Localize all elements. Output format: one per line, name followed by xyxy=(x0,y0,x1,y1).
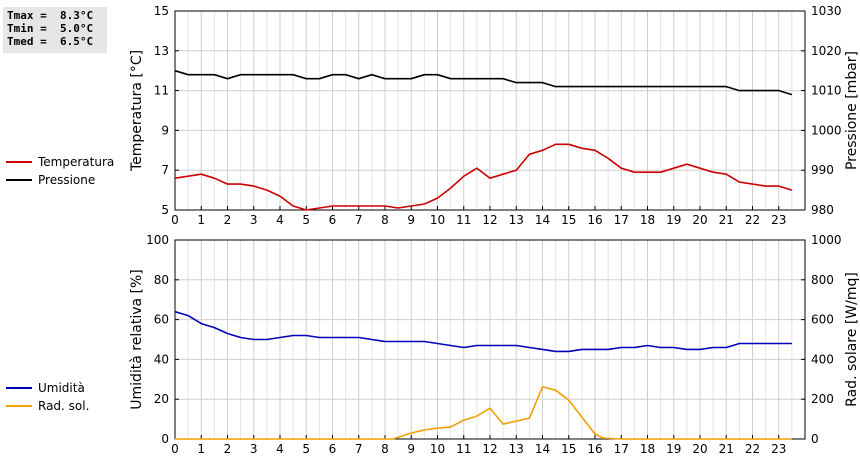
x-tick-label: 12 xyxy=(482,442,497,456)
y-tick-label: 5 xyxy=(161,203,169,217)
y2-tick-label: 1000 xyxy=(811,233,842,247)
x-tick-label: 14 xyxy=(535,213,550,227)
x-tick-label: 22 xyxy=(745,442,760,456)
y2-tick-label: 200 xyxy=(811,392,834,406)
legend-swatch-rad-sol xyxy=(6,405,32,407)
legend-swatch-temperatura xyxy=(6,161,32,163)
x-tick-label: 13 xyxy=(509,442,524,456)
y-tick-label: 7 xyxy=(161,163,169,177)
x-tick-label: 6 xyxy=(329,213,337,227)
x-tick-label: 13 xyxy=(509,213,524,227)
x-tick-label: 2 xyxy=(224,442,232,456)
x-tick-label: 1 xyxy=(197,442,205,456)
x-tick-label: 2 xyxy=(224,213,232,227)
x-tick-label: 4 xyxy=(276,442,284,456)
x-tick-label: 9 xyxy=(407,213,415,227)
x-tick-label: 16 xyxy=(587,213,602,227)
y2-tick-label: 1010 xyxy=(811,84,842,98)
y2-tick-label: 0 xyxy=(811,432,819,446)
x-tick-label: 9 xyxy=(407,442,415,456)
x-tick-label: 18 xyxy=(640,442,655,456)
y-tick-label: 15 xyxy=(154,4,169,18)
y-tick-label: 80 xyxy=(154,273,169,287)
x-tick-label: 0 xyxy=(171,213,179,227)
x-tick-label: 19 xyxy=(666,442,681,456)
x-tick-label: 22 xyxy=(745,213,760,227)
y2-tick-label: 980 xyxy=(811,203,834,217)
x-tick-label: 20 xyxy=(692,442,707,456)
x-tick-label: 21 xyxy=(719,442,734,456)
y2-tick-label: 600 xyxy=(811,313,834,327)
tmin-text: Tmin = 5.0°C xyxy=(7,22,94,35)
x-tick-label: 11 xyxy=(456,213,471,227)
series-line-rad-sol- xyxy=(175,386,792,440)
y-tick-label: 11 xyxy=(154,84,169,98)
x-tick-label: 8 xyxy=(381,442,389,456)
y-tick-label: 60 xyxy=(154,313,169,327)
legend-top: Temperatura Pressione xyxy=(6,153,114,189)
x-tick-label: 23 xyxy=(771,442,786,456)
x-tick-label: 4 xyxy=(276,213,284,227)
x-tick-label: 6 xyxy=(329,442,337,456)
x-tick-label: 15 xyxy=(561,213,576,227)
legend-swatch-pressione xyxy=(6,179,32,181)
x-tick-label: 23 xyxy=(771,213,786,227)
x-tick-label: 7 xyxy=(355,213,363,227)
x-tick-label: 3 xyxy=(250,213,258,227)
stats-box: Tmax = 8.3°C Tmin = 5.0°C Tmed = 6.5°C xyxy=(3,7,107,53)
series-line-umidit- xyxy=(174,310,792,353)
y-tick-label: 40 xyxy=(154,352,169,366)
legend-bottom-items: Umidità Rad. sol. xyxy=(6,379,89,415)
x-tick-label: 0 xyxy=(171,442,179,456)
x-tick-label: 10 xyxy=(430,213,445,227)
x-tick-label: 10 xyxy=(430,442,445,456)
legend-label-pressione: Pressione xyxy=(38,173,96,187)
y2-tick-label: 990 xyxy=(811,163,834,177)
y2-tick-label: 800 xyxy=(811,273,834,287)
legend-item-umidita: Umidità xyxy=(6,379,89,397)
y-tick-label: 13 xyxy=(154,44,169,58)
y-tick-label: 20 xyxy=(154,392,169,406)
tmed-text: Tmed = 6.5°C xyxy=(7,35,94,48)
y2-axis-title: Pressione [mbar] xyxy=(844,51,860,170)
legend-item-pressione: Pressione xyxy=(6,171,114,189)
x-tick-label: 18 xyxy=(640,213,655,227)
x-tick-label: 8 xyxy=(381,213,389,227)
legend-item-rad-sol: Rad. sol. xyxy=(6,397,89,415)
legend-label-umidita: Umidità xyxy=(38,381,85,395)
y2-tick-label: 1000 xyxy=(811,123,842,137)
y2-tick-label: 400 xyxy=(811,352,834,366)
y2-axis-title: Rad. solare [W/mq] xyxy=(844,272,860,407)
y2-tick-label: 1030 xyxy=(811,4,842,18)
series-line-temperatura xyxy=(174,143,793,211)
x-tick-label: 1 xyxy=(197,213,205,227)
x-tick-label: 20 xyxy=(692,213,707,227)
x-tick-label: 5 xyxy=(302,442,310,456)
x-tick-label: 5 xyxy=(302,213,310,227)
x-tick-label: 19 xyxy=(666,213,681,227)
x-tick-label: 7 xyxy=(355,442,363,456)
x-tick-label: 17 xyxy=(614,442,629,456)
x-tick-label: 17 xyxy=(614,213,629,227)
x-tick-label: 16 xyxy=(587,442,602,456)
y2-tick-label: 1020 xyxy=(811,44,842,58)
legend-label-temperatura: Temperatura xyxy=(38,155,115,169)
legend-swatch-umidita xyxy=(6,387,32,389)
y-axis-title: Umidità relativa [%] xyxy=(129,269,145,410)
x-tick-label: 21 xyxy=(719,213,734,227)
legend-item-temperatura: Temperatura xyxy=(6,153,114,171)
x-tick-label: 11 xyxy=(456,442,471,456)
legend-label-rad-sol: Rad. sol. xyxy=(38,399,90,413)
x-tick-label: 15 xyxy=(561,442,576,456)
tmax-text: Tmax = 8.3°C xyxy=(7,9,94,22)
x-tick-label: 14 xyxy=(535,442,550,456)
y-tick-label: 0 xyxy=(161,432,169,446)
series-line-pressione xyxy=(174,69,793,96)
y-tick-label: 9 xyxy=(161,123,169,137)
x-tick-label: 12 xyxy=(482,213,497,227)
y-tick-label: 100 xyxy=(146,233,169,247)
y-axis-title: Temperatura [°C] xyxy=(129,50,145,172)
x-tick-label: 3 xyxy=(250,442,258,456)
